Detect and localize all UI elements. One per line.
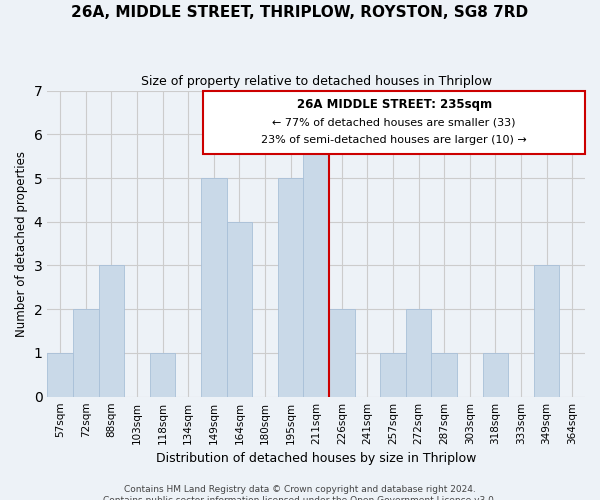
Bar — [201, 178, 227, 396]
FancyBboxPatch shape — [203, 90, 585, 154]
Title: Size of property relative to detached houses in Thriplow: Size of property relative to detached ho… — [140, 75, 492, 88]
Bar — [150, 353, 175, 397]
Bar — [47, 353, 73, 397]
Text: Contains HM Land Registry data © Crown copyright and database right 2024.: Contains HM Land Registry data © Crown c… — [124, 485, 476, 494]
Bar — [534, 266, 559, 396]
X-axis label: Distribution of detached houses by size in Thriplow: Distribution of detached houses by size … — [156, 452, 476, 465]
Bar — [278, 178, 304, 396]
Bar — [482, 353, 508, 397]
Text: ← 77% of detached houses are smaller (33): ← 77% of detached houses are smaller (33… — [272, 118, 516, 128]
Bar — [431, 353, 457, 397]
Text: 23% of semi-detached houses are larger (10) →: 23% of semi-detached houses are larger (… — [262, 135, 527, 145]
Y-axis label: Number of detached properties: Number of detached properties — [15, 150, 28, 336]
Bar — [406, 309, 431, 396]
Bar — [329, 309, 355, 396]
Text: 26A, MIDDLE STREET, THRIPLOW, ROYSTON, SG8 7RD: 26A, MIDDLE STREET, THRIPLOW, ROYSTON, S… — [71, 5, 529, 20]
Bar — [73, 309, 98, 396]
Text: Contains public sector information licensed under the Open Government Licence v3: Contains public sector information licen… — [103, 496, 497, 500]
Bar — [98, 266, 124, 396]
Bar — [227, 222, 252, 396]
Bar — [380, 353, 406, 397]
Bar — [304, 134, 329, 396]
Text: 26A MIDDLE STREET: 235sqm: 26A MIDDLE STREET: 235sqm — [296, 98, 492, 111]
